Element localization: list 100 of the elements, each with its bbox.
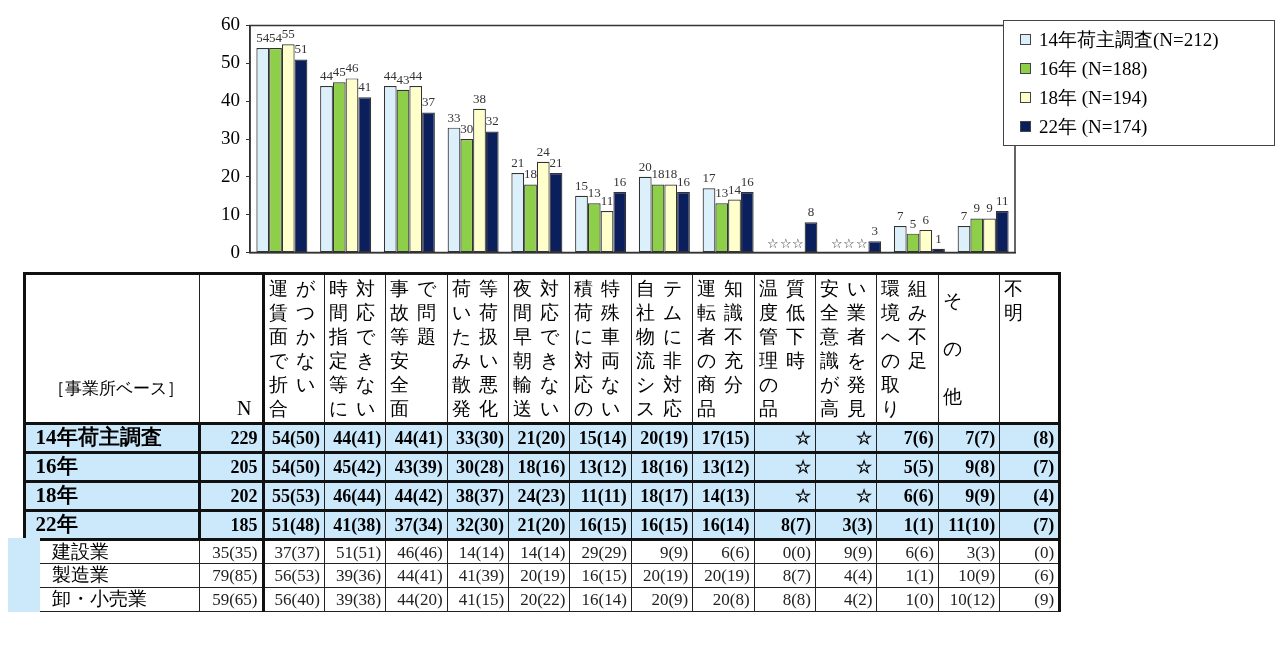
text: 18(16) (517, 457, 566, 477)
y-tick-label: 20 (221, 164, 240, 186)
category-label: 積荷に対応の特殊車両ない (574, 278, 621, 419)
text: (8) (1033, 428, 1055, 448)
category-label: 運転者の商品知識不充分 (697, 278, 744, 419)
text: 38(37) (456, 486, 505, 506)
data-label: 18 (651, 166, 665, 182)
data-label: 21 (549, 155, 563, 170)
data-label: 55 (281, 26, 295, 42)
text: 205 (230, 457, 258, 477)
text: 16(14) (581, 590, 627, 609)
text: 16(15) (578, 515, 627, 535)
text: (4) (1033, 486, 1055, 506)
data-label: 41 (358, 79, 372, 95)
text: 7(6) (903, 428, 934, 448)
data-label: 51 (294, 41, 308, 57)
data-label: 44 (383, 67, 398, 83)
data-label: 37 (422, 94, 436, 110)
text: 33(30) (456, 428, 505, 448)
category-label: その他 (942, 290, 962, 407)
legend-label: 22年 (N=174) (1039, 114, 1148, 139)
y-tick-label: 0 (230, 240, 240, 262)
text: ☆ (792, 235, 805, 251)
data-label: 44 (409, 67, 423, 83)
text: 6(6) (903, 486, 934, 506)
text: 20(22) (520, 590, 566, 609)
text: 229 (230, 428, 258, 448)
text: 1(1) (903, 515, 934, 535)
text: 14(14) (520, 542, 566, 562)
text: 41(38) (333, 515, 382, 535)
text: 20(19) (704, 566, 750, 585)
category-label: 時間指定等に対応できない (328, 278, 375, 419)
text: 15(14) (578, 428, 627, 448)
text: 14(13) (701, 486, 750, 506)
data-label: 16 (740, 173, 755, 189)
category-label: 環境への取り組み不足 (881, 278, 928, 419)
text: 56(53) (274, 566, 320, 585)
data-label: 8 (807, 204, 815, 220)
data-label: 38 (473, 90, 486, 106)
category-label: 事故等安全面で問題 (390, 278, 437, 419)
data-label: 54 (256, 30, 270, 46)
text: 9(8) (965, 457, 996, 477)
y-tick-label: 10 (221, 202, 240, 224)
text: ☆ (843, 235, 856, 251)
data-label: 1 (935, 230, 942, 246)
data-label: 24 (536, 143, 551, 159)
category-label: 建設業 (52, 540, 109, 562)
text: 10(9) (958, 566, 996, 585)
data-label: 46 (345, 60, 359, 76)
category-label: 14年荷主調査 (35, 425, 162, 450)
text: 41(15) (458, 590, 505, 609)
data-label: 14 (728, 181, 742, 197)
category-label: 荷いたみ散発等荷扱い悪化 (451, 278, 498, 419)
text: 21(20) (517, 515, 566, 535)
text: 30(28) (456, 457, 505, 477)
category-label: 自社物流システムに非対応 (635, 278, 682, 419)
text: 1(1) (905, 566, 934, 585)
text: ☆ (779, 235, 792, 251)
category-label: 不明 (1004, 277, 1025, 325)
category-label: 温度管理の品質低下時 (758, 278, 805, 419)
category-label: N (236, 397, 253, 421)
data-label: 6 (922, 211, 930, 227)
text: 21(20) (517, 428, 566, 448)
text: 7(7) (965, 428, 996, 448)
legend-label: 16年 (N=188) (1039, 56, 1148, 81)
text: ☆ (856, 486, 873, 506)
text: 11(11) (580, 486, 627, 506)
text: (0) (1034, 542, 1055, 562)
text: (7) (1033, 457, 1055, 477)
data-label: 44 (320, 67, 334, 83)
category-label: 製造業 (52, 564, 109, 586)
text: 20(9) (651, 590, 689, 609)
category-label: 22年 (35, 512, 78, 537)
text: 29(29) (581, 542, 627, 562)
data-label: 15 (575, 177, 588, 193)
category-label: 夜間早朝輸送対応できない (513, 278, 560, 419)
text: 16(14) (701, 515, 750, 535)
text: 11(10) (948, 515, 996, 535)
text: 20(19) (640, 428, 689, 448)
text: 20(19) (520, 566, 566, 585)
text: 44(20) (397, 590, 443, 609)
text: 46(46) (397, 542, 443, 562)
data-label: 43 (396, 71, 410, 87)
text: 9(9) (844, 542, 873, 562)
text: 9(9) (659, 542, 689, 562)
text: 18(16) (640, 457, 689, 477)
text: 3(3) (966, 542, 996, 562)
text: 13(12) (701, 457, 750, 477)
text: 6(6) (721, 542, 750, 562)
data-label: 21 (511, 155, 525, 170)
text: 185 (230, 515, 258, 535)
text: 8(8) (782, 590, 812, 609)
text: 202 (230, 486, 258, 506)
text: 32(30) (456, 515, 505, 535)
text: 51(51) (335, 542, 382, 562)
data-label: 16 (613, 173, 627, 189)
text: 4(2) (844, 590, 873, 609)
text: 13(12) (578, 457, 627, 477)
data-label: 17 (702, 170, 716, 186)
text: 9(9) (965, 486, 996, 506)
